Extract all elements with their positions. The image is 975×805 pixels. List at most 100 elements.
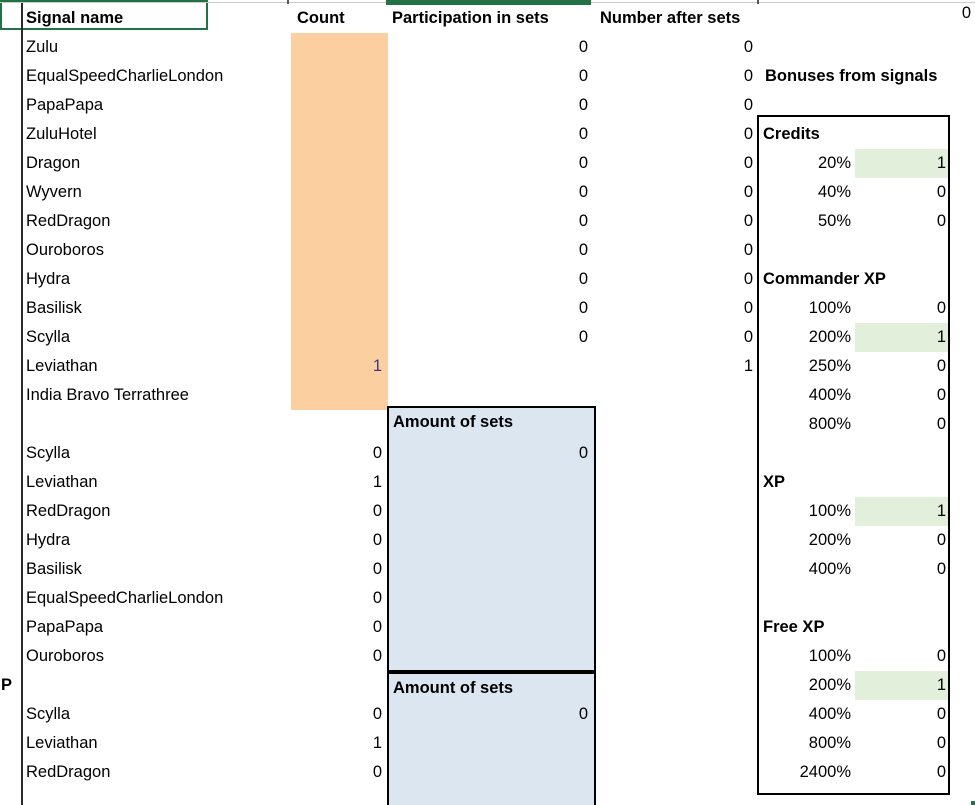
bonus-pct-cell[interactable]: 800% [808, 415, 851, 433]
bonus-value-cell[interactable]: 0 [936, 299, 946, 317]
participation-cell[interactable]: 0 [578, 125, 588, 143]
bonus-pct-cell[interactable]: 100% [808, 647, 851, 665]
bonus-pct-cell[interactable]: 400% [808, 386, 851, 404]
amount-of-sets-value-1[interactable]: 0 [578, 444, 588, 462]
header-signal-name[interactable]: Signal name [26, 9, 124, 27]
count-cell[interactable]: 0 [372, 763, 382, 781]
count-cell[interactable]: 0 [372, 531, 382, 549]
bonus-value-cell[interactable]: 1 [936, 676, 946, 694]
count-cell[interactable]: 0 [372, 647, 382, 665]
bonus-pct-cell[interactable]: 200% [808, 328, 851, 346]
count-cell[interactable]: 0 [372, 618, 382, 636]
bonus-pct-cell[interactable]: 250% [808, 357, 851, 375]
signal-cell[interactable]: Hydra [26, 531, 71, 549]
bonus-value-cell[interactable]: 0 [936, 763, 946, 781]
signal-cell[interactable]: Ouroboros [26, 647, 104, 665]
bonus-value-cell[interactable]: 0 [936, 560, 946, 578]
bonus-pct-cell[interactable]: 50% [817, 212, 851, 230]
amount-of-sets-title-2[interactable]: Amount of sets [393, 679, 514, 697]
participation-cell[interactable]: 0 [578, 183, 588, 201]
signal-cell[interactable]: Basilisk [26, 299, 82, 317]
count-cell[interactable]: 0 [372, 560, 382, 578]
signal-cell[interactable]: Dragon [26, 154, 81, 172]
after-sets-cell[interactable]: 0 [743, 183, 753, 201]
bonus-value-cell[interactable]: 0 [936, 183, 946, 201]
amount-of-sets-title-1[interactable]: Amount of sets [393, 413, 514, 431]
participation-cell[interactable]: 0 [578, 154, 588, 172]
signal-cell[interactable]: Leviathan [26, 734, 98, 752]
after-sets-cell[interactable]: 0 [743, 270, 753, 288]
bonus-value-cell[interactable]: 0 [936, 705, 946, 723]
fill-handle[interactable] [970, 800, 975, 805]
participation-cell[interactable]: 0 [578, 270, 588, 288]
bonus-value-cell[interactable]: 0 [936, 212, 946, 230]
after-sets-cell[interactable]: 0 [743, 96, 753, 114]
signal-cell[interactable]: EqualSpeedCharlieLondon [26, 589, 224, 607]
signal-cell[interactable]: Ouroboros [26, 241, 104, 259]
participation-cell[interactable]: 0 [578, 328, 588, 346]
bonus-pct-cell[interactable]: 100% [808, 299, 851, 317]
bonus-pct-cell[interactable]: 100% [808, 502, 851, 520]
signal-cell[interactable]: PapaPapa [26, 96, 104, 114]
after-sets-cell[interactable]: 0 [743, 154, 753, 172]
bonus-value-cell[interactable]: 0 [936, 415, 946, 433]
signal-cell[interactable]: Leviathan [26, 357, 98, 375]
count-cell[interactable]: 0 [372, 589, 382, 607]
after-sets-cell[interactable]: 0 [743, 299, 753, 317]
bonus-pct-cell[interactable]: 20% [817, 154, 851, 172]
bonus-value-cell[interactable]: 0 [936, 386, 946, 404]
count-cell[interactable]: 0 [372, 502, 382, 520]
bonus-pct-cell[interactable]: 40% [817, 183, 851, 201]
bonus-value-cell[interactable]: 0 [936, 531, 946, 549]
count-cell[interactable]: 1 [372, 734, 382, 752]
signal-cell[interactable]: EqualSpeedCharlieLondon [26, 67, 224, 85]
bonus-pct-cell[interactable]: 400% [808, 560, 851, 578]
bonus-pct-cell[interactable]: 2400% [799, 763, 851, 781]
signal-cell[interactable]: Scylla [26, 328, 71, 346]
bonus-pct-cell[interactable]: 400% [808, 705, 851, 723]
bonus-section-free-xp[interactable]: Free XP [763, 618, 825, 636]
bonus-value-cell[interactable]: 0 [936, 647, 946, 665]
bonus-value-cell[interactable]: 0 [936, 734, 946, 752]
bonus-value-cell[interactable]: 0 [936, 357, 946, 375]
signal-cell[interactable]: RedDragon [26, 212, 111, 230]
count-cell[interactable]: 1 [372, 357, 382, 375]
participation-cell[interactable]: 0 [578, 38, 588, 56]
signal-cell[interactable]: Basilisk [26, 560, 82, 578]
signal-cell[interactable]: RedDragon [26, 502, 111, 520]
bonus-pct-cell[interactable]: 200% [808, 531, 851, 549]
signal-cell[interactable]: Scylla [26, 444, 71, 462]
header-participation[interactable]: Participation in sets [392, 9, 549, 27]
amount-of-sets-value-2[interactable]: 0 [578, 705, 588, 723]
participation-cell[interactable]: 0 [578, 67, 588, 85]
signal-cell[interactable]: Wyvern [26, 183, 82, 201]
participation-cell[interactable]: 0 [578, 212, 588, 230]
bonus-value-cell[interactable]: 1 [936, 154, 946, 172]
count-cell[interactable]: 0 [372, 444, 382, 462]
signal-cell[interactable]: PapaPapa [26, 618, 104, 636]
after-sets-cell[interactable]: 0 [743, 328, 753, 346]
count-cell[interactable]: 0 [372, 705, 382, 723]
after-sets-cell[interactable]: 0 [743, 67, 753, 85]
bonus-pct-cell[interactable]: 800% [808, 734, 851, 752]
bonus-pct-cell[interactable]: 200% [808, 676, 851, 694]
signal-cell[interactable]: RedDragon [26, 763, 111, 781]
bonus-value-cell[interactable]: 1 [936, 328, 946, 346]
header-count[interactable]: Count [297, 9, 345, 27]
participation-cell[interactable]: 0 [578, 241, 588, 259]
after-sets-cell[interactable]: 0 [743, 125, 753, 143]
signal-cell[interactable]: Zulu [26, 38, 59, 56]
count-cell[interactable]: 1 [372, 473, 382, 491]
after-sets-cell[interactable]: 1 [743, 357, 753, 375]
bonus-section-xp[interactable]: XP [763, 473, 786, 491]
after-sets-cell[interactable]: 0 [743, 212, 753, 230]
bonuses-title[interactable]: Bonuses from signals [765, 67, 938, 85]
after-sets-cell[interactable]: 0 [743, 241, 753, 259]
after-sets-cell[interactable]: 0 [743, 38, 753, 56]
header-number-after-sets[interactable]: Number after sets [600, 9, 741, 27]
signal-cell[interactable]: Leviathan [26, 473, 98, 491]
bonus-section-credits[interactable]: Credits [763, 125, 820, 143]
bonus-section-commander-xp[interactable]: Commander XP [763, 270, 886, 288]
bonus-value-cell[interactable]: 1 [936, 502, 946, 520]
